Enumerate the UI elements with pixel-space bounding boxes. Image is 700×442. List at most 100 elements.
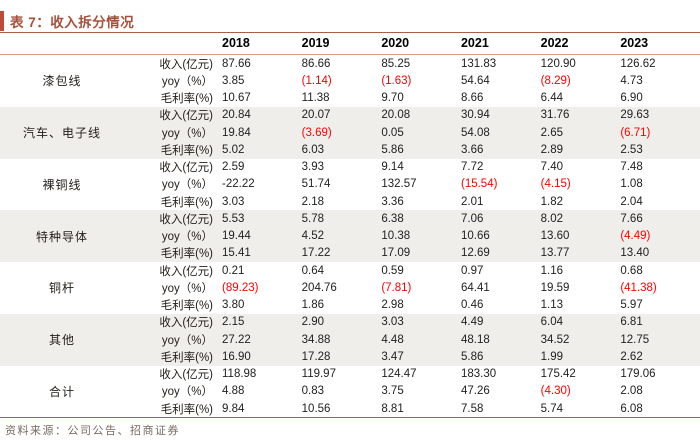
value-cell: 20.08 [381, 109, 411, 122]
value-cell: 15.41 [222, 247, 251, 260]
value-cell: 2.08 [620, 385, 643, 398]
value-cell: 19.44 [222, 230, 251, 243]
section-6: 其他 收入(亿元) 2.15 2.90 3.03 4.49 6.04 6.81 yoy（%） 27… [0, 313, 700, 366]
value-cell: 10.56 [301, 402, 331, 415]
table-title-block: 表 7：收入拆分情况 [0, 0, 700, 33]
source-note: 资料来源：公司公告、招商证券 [5, 425, 180, 438]
section-3: 裸铜线 收入(亿元) 2.59 3.93 9.14 7.72 7.40 7.48 yoy（%） -… [0, 159, 700, 211]
value-cell: 3.85 [222, 74, 245, 87]
category-label: 特种导体 [35, 229, 88, 244]
value-cell: 13.60 [540, 230, 570, 243]
value-cell: 17.09 [381, 247, 411, 260]
year-header-2019: 2019 [301, 36, 330, 50]
value-cell: 5.97 [620, 299, 643, 312]
metric-label: 收入(亿元) [159, 369, 213, 382]
value-cell: 5.86 [460, 350, 484, 363]
value-cell: (4.30) [540, 385, 571, 398]
value-cell: 12.69 [460, 247, 490, 260]
category-label: 其他 [48, 333, 75, 348]
value-cell: 2.89 [540, 143, 564, 156]
value-cell: 12.75 [620, 333, 650, 346]
value-cell: 3.03 [222, 195, 245, 208]
value-cell: 2.98 [381, 299, 404, 312]
value-cell: (6.71) [620, 126, 651, 139]
table-title: 表 7：收入拆分情况 [10, 14, 135, 30]
year-header-2020: 2020 [381, 36, 410, 50]
metric-label: 收入(亿元) [159, 162, 213, 175]
metric-label: yoy（%） [161, 127, 213, 140]
metric-label: 收入(亿元) [159, 58, 213, 71]
value-cell: 0.59 [381, 264, 404, 277]
value-cell: 11.38 [301, 92, 330, 105]
value-cell: 3.93 [301, 161, 325, 174]
metric-label: yoy（%） [161, 334, 213, 347]
value-cell: 17.22 [301, 247, 331, 260]
value-cell: 4.49 [460, 316, 484, 329]
metric-label: 毛利率(%) [160, 248, 213, 261]
value-cell: 85.25 [381, 57, 411, 70]
value-cell: 5.74 [540, 402, 564, 415]
section-5: 铜杆 收入(亿元) 0.21 0.64 0.59 0.97 1.16 0.68 yoy（%） (8… [0, 262, 700, 314]
value-cell: 19.59 [540, 281, 570, 294]
value-cell: 1.16 [540, 264, 564, 277]
metric-label: 毛利率(%) [160, 351, 213, 364]
value-cell: 5.78 [301, 212, 325, 225]
value-cell: (4.49) [620, 230, 651, 243]
value-cell: 19.84 [222, 126, 251, 139]
value-cell: 118.98 [222, 368, 257, 381]
year-header-2023: 2023 [620, 36, 649, 50]
value-cell: 6.38 [381, 212, 404, 225]
year-header-2021: 2021 [460, 36, 489, 50]
value-cell: (89.23) [222, 281, 259, 294]
value-cell: 31.76 [540, 109, 570, 122]
value-cell: 124.47 [381, 368, 417, 381]
value-cell: 54.08 [460, 126, 490, 139]
metric-label: 毛利率(%) [160, 403, 213, 416]
value-cell: 8.81 [381, 402, 404, 415]
value-cell: 6.03 [301, 143, 325, 156]
value-cell: 7.66 [620, 212, 643, 225]
table-header-row: 2018 2019 2020 2021 2022 2023 [0, 33, 700, 55]
value-cell: 30.94 [460, 109, 490, 122]
value-cell: 204.76 [301, 281, 337, 294]
value-cell: 34.88 [301, 333, 331, 346]
value-cell: 7.72 [460, 161, 484, 174]
value-cell: (8.29) [540, 74, 571, 87]
value-cell: 183.30 [460, 368, 497, 381]
section-1: 漆包线 收入(亿元) 87.66 86.66 85.25 131.83 120.90 126.… [0, 55, 700, 107]
metric-label: yoy（%） [161, 386, 213, 399]
value-cell: 51.74 [301, 178, 331, 191]
metric-label: 收入(亿元) [159, 213, 213, 226]
value-cell: 2.59 [222, 161, 245, 174]
value-cell: 64.41 [460, 281, 490, 294]
value-cell: 5.02 [222, 143, 245, 156]
value-cell: 7.06 [460, 212, 484, 225]
value-cell: 1.82 [540, 195, 564, 208]
value-cell: 2.04 [620, 195, 643, 208]
metric-label: 毛利率(%) [160, 300, 213, 313]
value-cell: 2.90 [301, 316, 325, 329]
value-cell: (15.54) [460, 178, 498, 191]
value-cell: 87.66 [222, 57, 251, 70]
value-cell: 34.52 [540, 333, 570, 346]
value-cell: 4.48 [381, 333, 404, 346]
value-cell: 10.67 [222, 92, 251, 105]
value-cell: 0.46 [460, 299, 484, 312]
value-cell: 131.83 [460, 57, 497, 70]
value-cell: 4.73 [620, 74, 643, 87]
value-cell: 6.04 [540, 316, 564, 329]
title-accent-bar [0, 10, 4, 31]
value-cell: 6.44 [540, 92, 564, 105]
value-cell: 2.65 [540, 126, 564, 139]
value-cell: 4.88 [222, 385, 245, 398]
value-cell: (4.15) [540, 178, 571, 191]
value-cell: 8.66 [460, 92, 484, 105]
metric-label: yoy（%） [161, 179, 213, 192]
metric-label: 收入(亿元) [159, 110, 213, 123]
metric-label: 收入(亿元) [159, 317, 213, 330]
value-cell: 20.07 [301, 109, 331, 122]
value-cell: 17.28 [301, 350, 331, 363]
metric-label: yoy（%） [161, 282, 213, 295]
value-cell: 175.42 [540, 368, 576, 381]
